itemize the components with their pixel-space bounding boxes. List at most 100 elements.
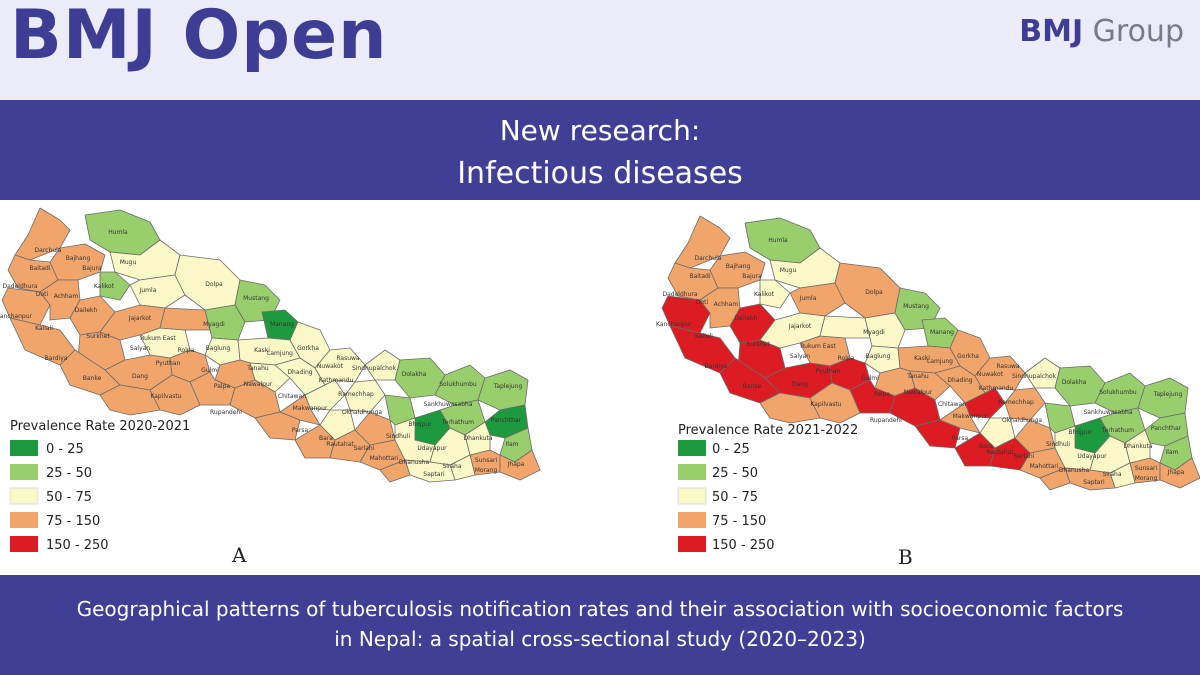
- district-label: Myagdi: [863, 329, 885, 336]
- district-label: Taplejung: [1153, 391, 1183, 398]
- district-label: Morang: [1135, 475, 1158, 482]
- district-label: Makwanpur: [953, 413, 988, 420]
- district-label: Udayapur: [417, 445, 447, 452]
- legend-label: 0 - 25: [712, 442, 750, 457]
- district-label: Ilam: [1166, 449, 1179, 456]
- district-label: Dolakha: [402, 371, 427, 378]
- legend-swatch: [10, 512, 38, 528]
- district-label: Sankhuwasabha: [423, 401, 472, 408]
- journal-title: BMJ Open: [10, 0, 388, 75]
- district-label: Doti: [36, 291, 49, 298]
- district-label: Solukhumbu: [439, 381, 477, 388]
- map-b-region: [1039, 467, 1071, 491]
- district-label: Kaski: [914, 355, 930, 362]
- legend-label: 75 - 150: [712, 514, 766, 529]
- district-label: Mustang: [243, 295, 269, 302]
- map-b-region: [789, 282, 846, 317]
- district-label: Achham: [714, 301, 739, 308]
- district-label: Saptari: [423, 471, 445, 478]
- district-label: Nawalpur: [244, 381, 273, 388]
- district-label: Saptari: [1083, 479, 1105, 486]
- district-label: Gulmi: [201, 367, 219, 374]
- legend-swatch: [10, 440, 38, 456]
- district-label: Nuwakot: [317, 363, 344, 370]
- district-label: Kapilvastu: [150, 393, 181, 400]
- map-a-region: [14, 207, 71, 261]
- district-label: Terhathum: [1101, 427, 1134, 434]
- district-label: Rupandehi: [210, 409, 242, 416]
- maps-figure: Humla Darchula Bajhang Mugu Baitadi Bajura Dad…: [0, 200, 1200, 575]
- map-a-region: [129, 274, 186, 309]
- district-label: Baglung: [866, 353, 891, 360]
- panel-label-a: A: [231, 543, 247, 567]
- district-label: Dhankuta: [463, 435, 492, 442]
- map-b-region: [1014, 419, 1056, 454]
- district-label: Mustang: [903, 303, 929, 310]
- map-a-region: [314, 347, 366, 386]
- district-label: Panchthar: [491, 417, 522, 424]
- map-a-region: [159, 307, 211, 331]
- district-label: Dhading: [287, 369, 312, 376]
- district-label: Pyuthan: [156, 360, 181, 367]
- map-a-region: [464, 421, 491, 456]
- district-label: Rukum East: [800, 343, 836, 350]
- district-label: Dang: [132, 373, 148, 380]
- district-label: Sunsari: [1135, 465, 1158, 472]
- map-b-region: [809, 382, 861, 424]
- district-label: Siraha: [1102, 471, 1121, 478]
- district-label: Gorkha: [297, 345, 319, 352]
- map-b-region: [914, 419, 961, 449]
- district-label: Terhathum: [441, 419, 474, 426]
- district-label: Rolpa: [838, 355, 855, 362]
- district-label: Mahottari: [370, 455, 399, 462]
- district-label: Mahottari: [1030, 463, 1059, 470]
- map-a-region: [149, 374, 201, 416]
- legend-label: 50 - 75: [46, 490, 92, 505]
- map-a-region: [99, 271, 131, 301]
- district-label: Kapilvastu: [810, 401, 841, 408]
- district-label: Dadeldhura: [662, 291, 697, 298]
- map-b-region: [909, 370, 951, 401]
- district-label: Kanchanpur: [0, 313, 33, 320]
- district-label: Lamjung: [927, 358, 953, 365]
- legend-label: 75 - 150: [46, 514, 100, 529]
- map-b-region: [974, 355, 1026, 394]
- district-label: Morang: [475, 467, 498, 474]
- legend-label: 150 - 250: [712, 538, 775, 553]
- district-label: Banke: [743, 383, 762, 390]
- legend-swatch: [678, 536, 706, 552]
- legend-title-b: Prevalence Rate 2021-2022: [678, 423, 858, 438]
- district-label: Rautahat: [326, 441, 354, 448]
- district-label: Sunsari: [475, 457, 498, 464]
- district-label: Dadeldhura: [2, 283, 37, 290]
- panel-label-b: B: [898, 545, 913, 569]
- publisher-logo: BMJ Group: [1019, 14, 1184, 49]
- banner-line-1: New research:: [499, 114, 701, 147]
- district-label: Kathmandu: [979, 385, 1014, 392]
- map-a-svg: Humla Darchula Bajhang Mugu Baitadi Bajura Dad…: [0, 207, 541, 567]
- district-label: Nawalpur: [904, 389, 933, 396]
- district-label: Sindhuli: [386, 433, 410, 440]
- district-label: Jumla: [799, 295, 817, 302]
- district-label: Makwanpur: [293, 405, 328, 412]
- district-label: Banke: [83, 375, 102, 382]
- district-label: Surkhet: [746, 341, 770, 348]
- district-label: Bhojpur: [408, 421, 432, 428]
- district-label: Pyuthan: [816, 368, 841, 375]
- district-label: Dolpa: [205, 281, 223, 288]
- district-label: Sindhupalchok: [1012, 373, 1057, 380]
- district-label: Jumla: [139, 287, 157, 294]
- district-label: Jajarkot: [788, 323, 812, 330]
- district-label: Kathmandu: [319, 377, 354, 384]
- map-a-region: [49, 243, 106, 281]
- district-label: Kanchanpur: [656, 321, 693, 328]
- district-label: Bardiya: [705, 363, 728, 370]
- district-label: Dolpa: [865, 289, 883, 296]
- map-panel-b: Humla Darchula Bajhang Mugu Baitadi Bajura Dad…: [600, 200, 1200, 575]
- district-label: Bhojpur: [1068, 429, 1092, 436]
- category-banner: New research: Infectious diseases: [0, 100, 1200, 200]
- legend-b: 0 - 25 25 - 50 50 - 75 75 - 150 150 - 25…: [677, 440, 775, 553]
- district-label: Bara: [319, 435, 333, 442]
- map-b-svg: Humla Darchula Bajhang Mugu Baitadi Bajura Dad…: [656, 215, 1200, 569]
- district-label: Baitadi: [690, 273, 711, 280]
